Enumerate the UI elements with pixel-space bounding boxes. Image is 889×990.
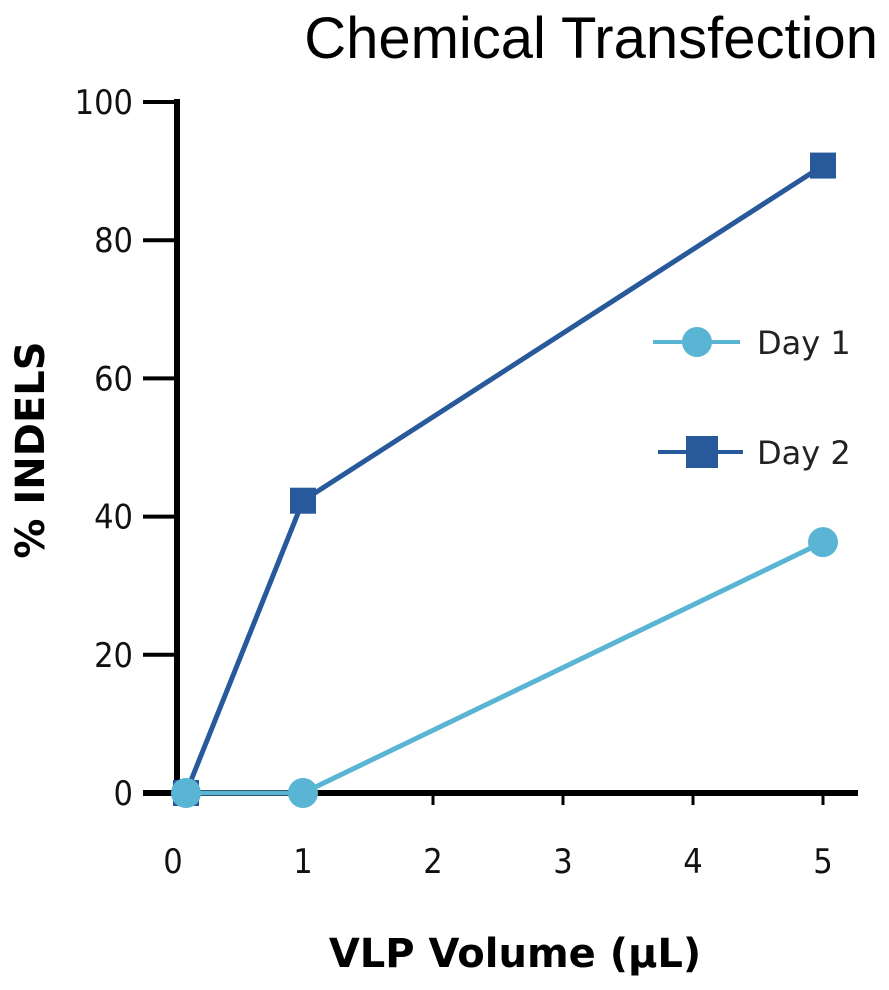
series-line-day-1 xyxy=(186,539,825,796)
x-tick-label: 0 xyxy=(163,842,182,882)
y-tick-label: 80 xyxy=(94,221,133,261)
legend-marker-square xyxy=(686,436,718,468)
x-axis-label: VLP Volume (µL) xyxy=(329,931,701,977)
x-tick-label: 5 xyxy=(813,842,832,882)
x-tick-label: 4 xyxy=(683,842,702,882)
x-tick-label: 3 xyxy=(553,842,572,882)
data-point xyxy=(171,778,201,808)
data-point xyxy=(810,152,836,179)
data-point xyxy=(288,778,318,808)
y-tick-label: 20 xyxy=(94,636,133,676)
legend-label: Day 1 xyxy=(757,324,851,362)
y-tick-label: 40 xyxy=(94,498,133,538)
y-tick-label: 60 xyxy=(94,359,133,399)
data-point xyxy=(290,487,316,514)
y-axis-label: % INDELS xyxy=(8,341,54,558)
x-tick-label: 2 xyxy=(423,842,442,882)
legend-label: Day 2 xyxy=(757,434,851,472)
chart-title: Chemical Transfection xyxy=(304,6,878,71)
y-tick-label: 100 xyxy=(75,83,133,123)
data-point xyxy=(808,527,838,558)
legend-marker-circle xyxy=(682,327,712,357)
series-line-day-2 xyxy=(183,163,825,794)
x-tick-label: 1 xyxy=(293,842,312,882)
y-tick-label: 0 xyxy=(114,774,133,814)
